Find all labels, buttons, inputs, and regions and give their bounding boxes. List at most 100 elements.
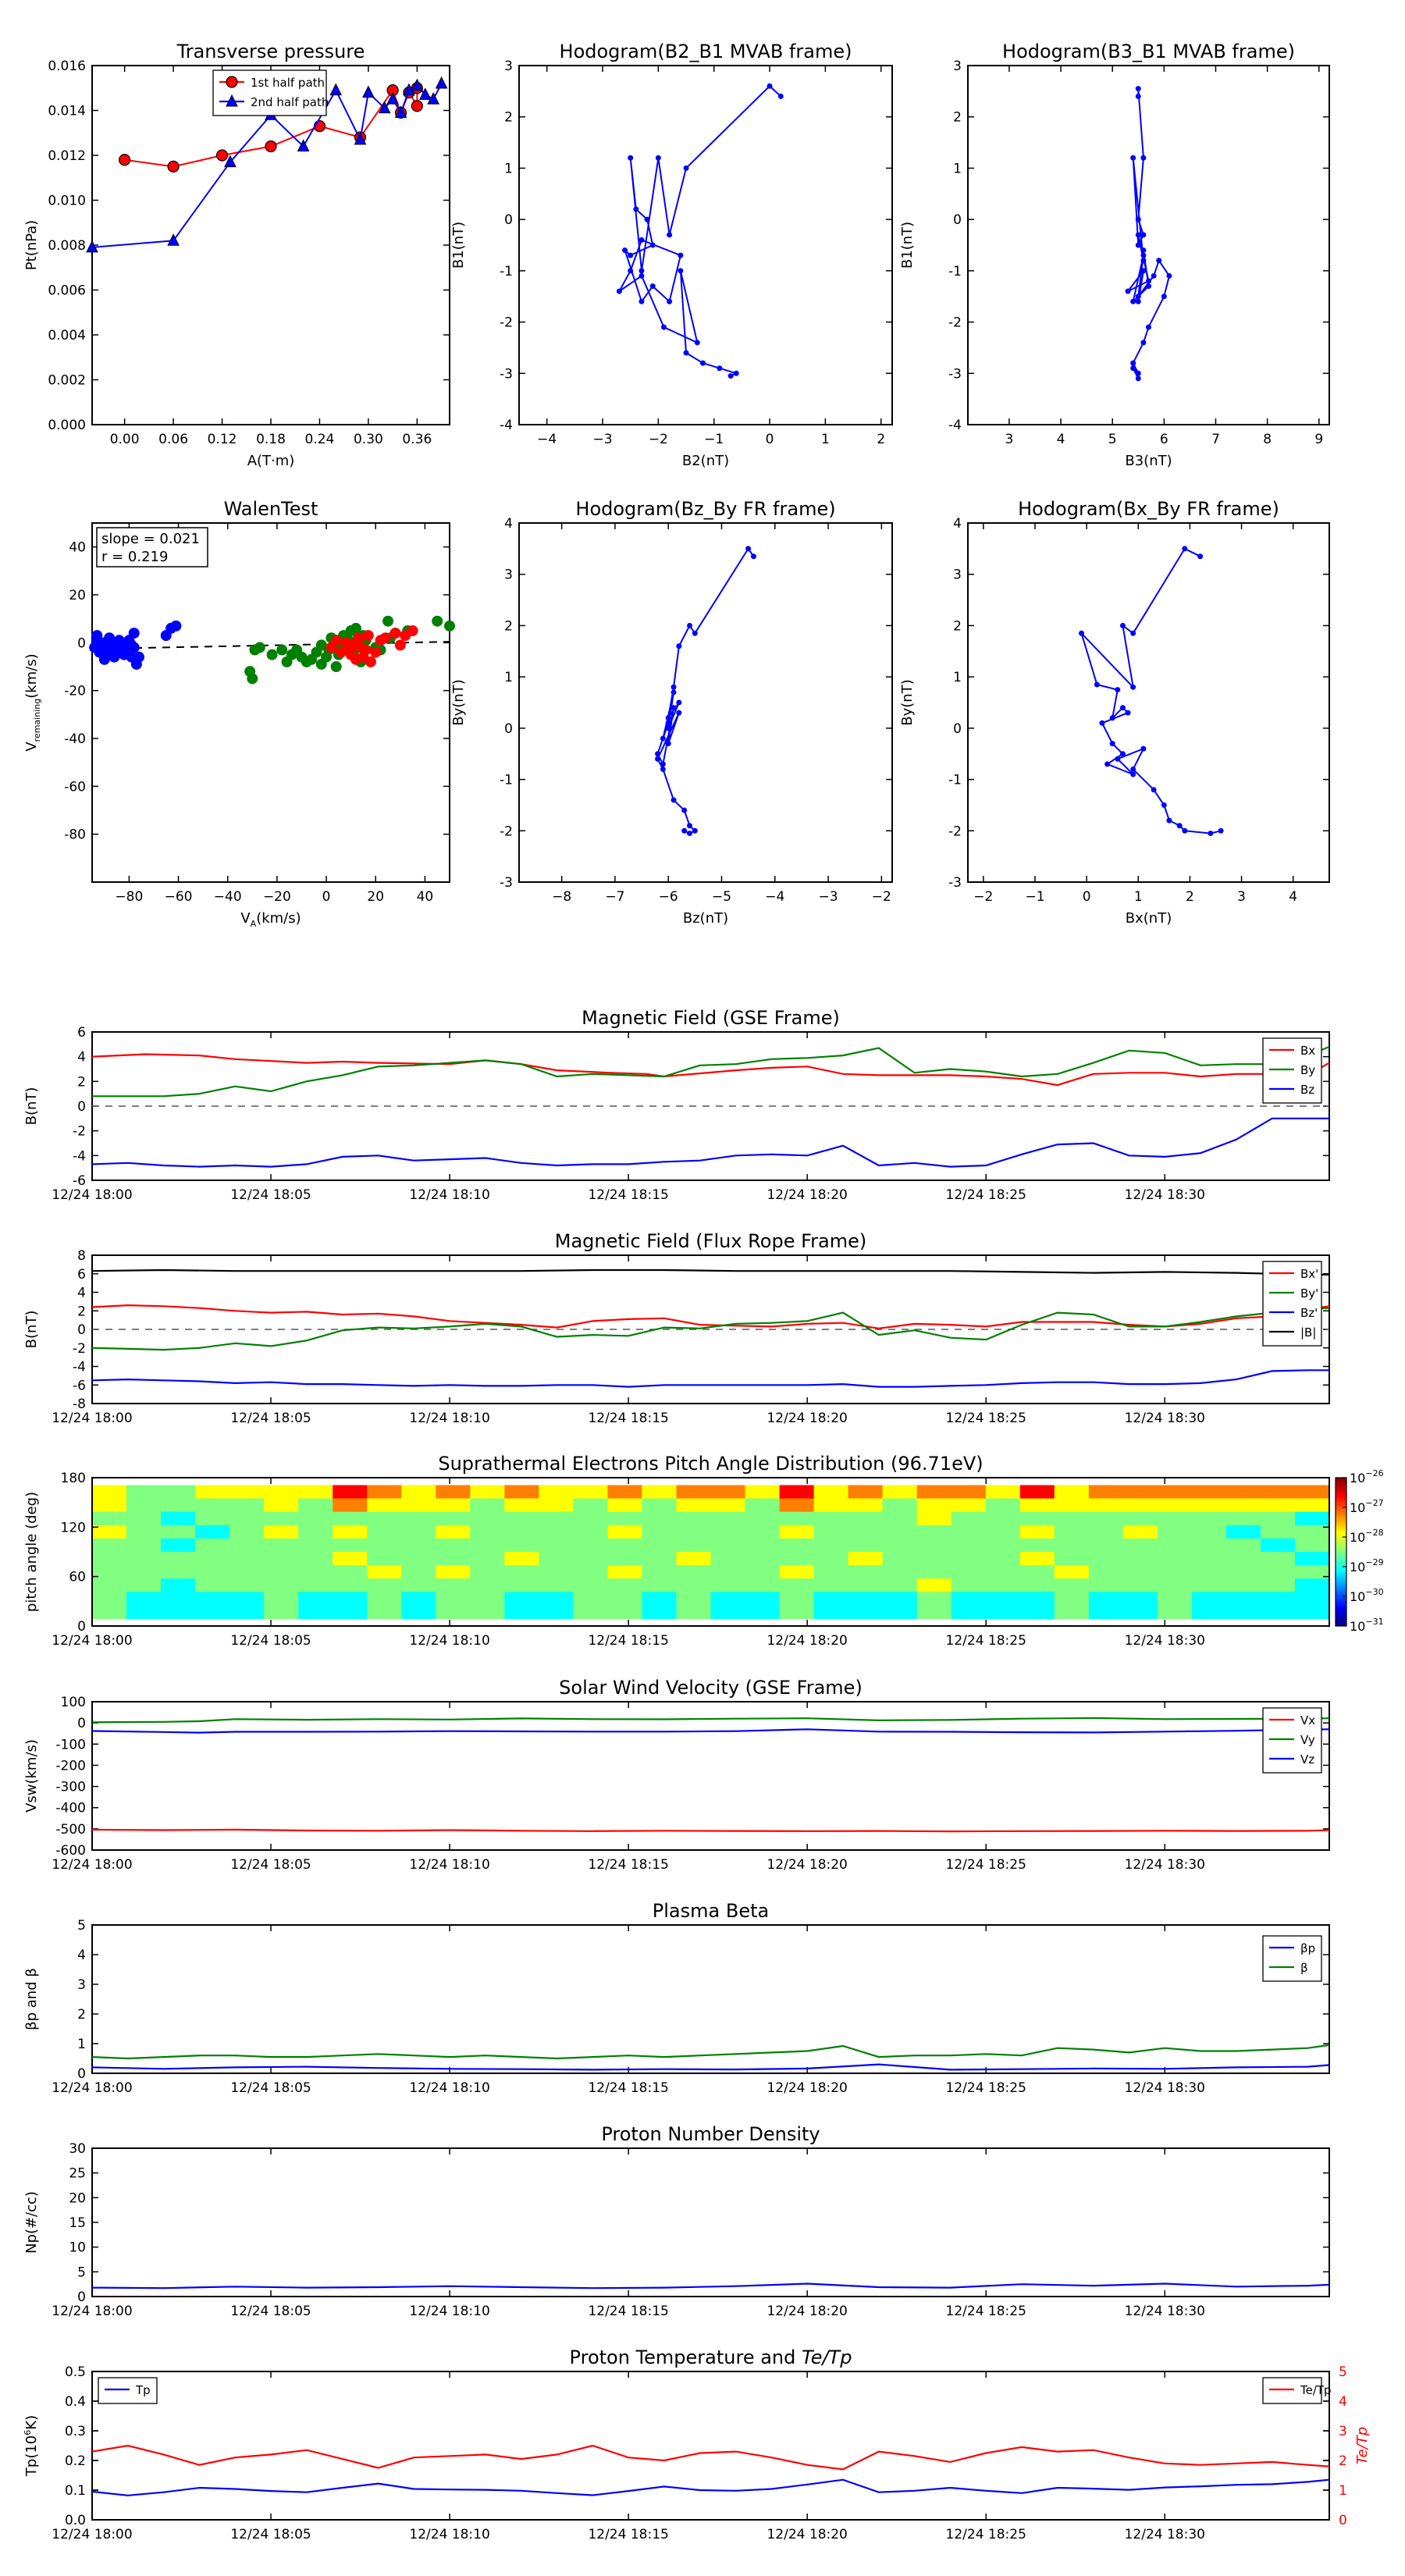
h1-ytick-label: 1 <box>504 161 513 176</box>
pad-cell <box>195 1592 230 1606</box>
h2-ytick-label: 2 <box>953 110 962 126</box>
pad-cell <box>573 1592 608 1606</box>
pad-cell <box>813 1552 849 1566</box>
h3-point <box>681 827 688 834</box>
h3-xtick-label: −3 <box>819 889 838 905</box>
pad-cell <box>642 1485 677 1500</box>
wt-ytick-label: -40 <box>64 731 86 747</box>
pad-ytick-label: 60 <box>69 1570 86 1585</box>
pad-cell <box>92 1565 127 1579</box>
pad-cell <box>436 1485 471 1500</box>
h4-xtick-label: 2 <box>1186 889 1194 905</box>
h4-point <box>1161 802 1167 808</box>
mf_fr-legend-label: Bz' <box>1300 1306 1318 1320</box>
pad-cell <box>642 1565 677 1579</box>
h4-point <box>1130 766 1136 772</box>
h4-point <box>1208 831 1214 837</box>
wt-xtick-label: 40 <box>417 889 434 905</box>
wt-point <box>266 649 278 660</box>
pad-cell <box>882 1592 918 1606</box>
pad-cell <box>1054 1552 1090 1566</box>
pad-cell <box>1191 1538 1227 1553</box>
pad-cell <box>779 1498 815 1513</box>
tp-xtick-label: 0.24 <box>305 432 335 447</box>
wt-point <box>407 625 418 636</box>
mf_gse-ytick-label: 0 <box>77 1099 86 1115</box>
h2-point <box>1140 252 1147 258</box>
temp-title-math: Te/Tp <box>802 2347 852 2368</box>
tp-ytick-label: 0.010 <box>48 194 86 209</box>
h2-point <box>1140 155 1147 161</box>
tp-ytick-label: 0.012 <box>48 148 86 164</box>
h1-point <box>633 206 639 212</box>
pad-cell <box>951 1511 987 1526</box>
h3-point <box>670 684 677 690</box>
pad-cell <box>229 1485 265 1500</box>
pad-cell <box>642 1538 677 1553</box>
pad-cell <box>676 1592 712 1606</box>
pad-colorbar-exponent: −28 <box>1365 1528 1383 1538</box>
vel-ytick-label: 100 <box>61 1695 86 1710</box>
pad-cell <box>298 1605 333 1620</box>
pad-cell <box>401 1578 436 1592</box>
pad-cell <box>916 1552 952 1566</box>
mf_fr-legend-label: By' <box>1300 1286 1318 1300</box>
h2-ytick-label: -2 <box>948 315 962 331</box>
pad-cell <box>195 1565 230 1579</box>
pad-cell <box>1054 1538 1090 1553</box>
pad-cell <box>298 1565 333 1579</box>
mf_fr-ytick-label: 2 <box>77 1304 86 1319</box>
pad-cell <box>1260 1485 1296 1500</box>
pad-cell <box>1157 1592 1193 1606</box>
h1-point <box>667 298 673 304</box>
h4-point <box>1140 745 1147 752</box>
temp-series-Te/Tp <box>91 2444 1330 2471</box>
h1-point <box>733 370 739 376</box>
pad-cell <box>916 1498 952 1513</box>
pad-cell <box>229 1525 265 1539</box>
tp-point <box>119 154 131 166</box>
pad-cell <box>1260 1511 1296 1526</box>
beta-xtick-label: 12/24 18:25 <box>946 2080 1026 2096</box>
pad-cell <box>92 1592 127 1606</box>
pad-cell <box>1191 1605 1227 1620</box>
wt-xlabel-unit: (km/s) <box>256 910 301 927</box>
pad-cell <box>1122 1538 1158 1553</box>
mf_fr-series-Bz' <box>91 1369 1329 1388</box>
h2-point <box>1140 268 1147 274</box>
wt-r-text: r = 0.219 <box>101 549 168 565</box>
pad-cell <box>607 1605 642 1620</box>
h4-xtick-label: 0 <box>1083 889 1091 905</box>
pad-cell <box>710 1538 746 1553</box>
tp-xtick-label: 0.36 <box>402 432 432 447</box>
pad-cell <box>951 1578 987 1592</box>
pad-cell <box>1225 1498 1261 1513</box>
tp-chart: Transverse pressure Pt(nPa) A(T·m) 0.00 0.06… <box>23 41 450 469</box>
pad-colorbar-label: 10−28 <box>1350 1528 1384 1545</box>
pad-cell <box>1295 1485 1330 1500</box>
pad-cell <box>298 1552 333 1566</box>
pad-xtick-label: 12/24 18:20 <box>767 1633 847 1649</box>
mf_fr-ytick-label: -8 <box>73 1397 86 1412</box>
np-axes-frame <box>91 2147 1330 2297</box>
pad-cell <box>779 1578 815 1592</box>
h2-point <box>1135 216 1141 222</box>
pad-cell <box>504 1592 539 1606</box>
vel-xtick-label: 12/24 18:30 <box>1125 1857 1205 1873</box>
pad-xtick-label: 12/24 18:30 <box>1125 1633 1205 1649</box>
wt-point <box>108 651 120 663</box>
wt-ytick-label: 40 <box>69 540 86 556</box>
pad-cell <box>264 1578 299 1592</box>
pad-colorbar-label: 10−31 <box>1350 1617 1384 1634</box>
h2-point <box>1166 272 1172 279</box>
tp-ytick-label: 0.002 <box>48 373 86 389</box>
pad-cell <box>92 1552 127 1566</box>
pad-cell <box>607 1525 642 1539</box>
pad-cell <box>779 1511 815 1526</box>
pad-cell <box>92 1525 127 1539</box>
mf_fr-xtick-label: 12/24 18:20 <box>767 1411 847 1426</box>
np-ytick-label: 30 <box>69 2141 86 2157</box>
h2-point <box>1135 93 1141 99</box>
h4-ytick-label: 3 <box>953 568 962 583</box>
pad-cell <box>333 1485 368 1500</box>
